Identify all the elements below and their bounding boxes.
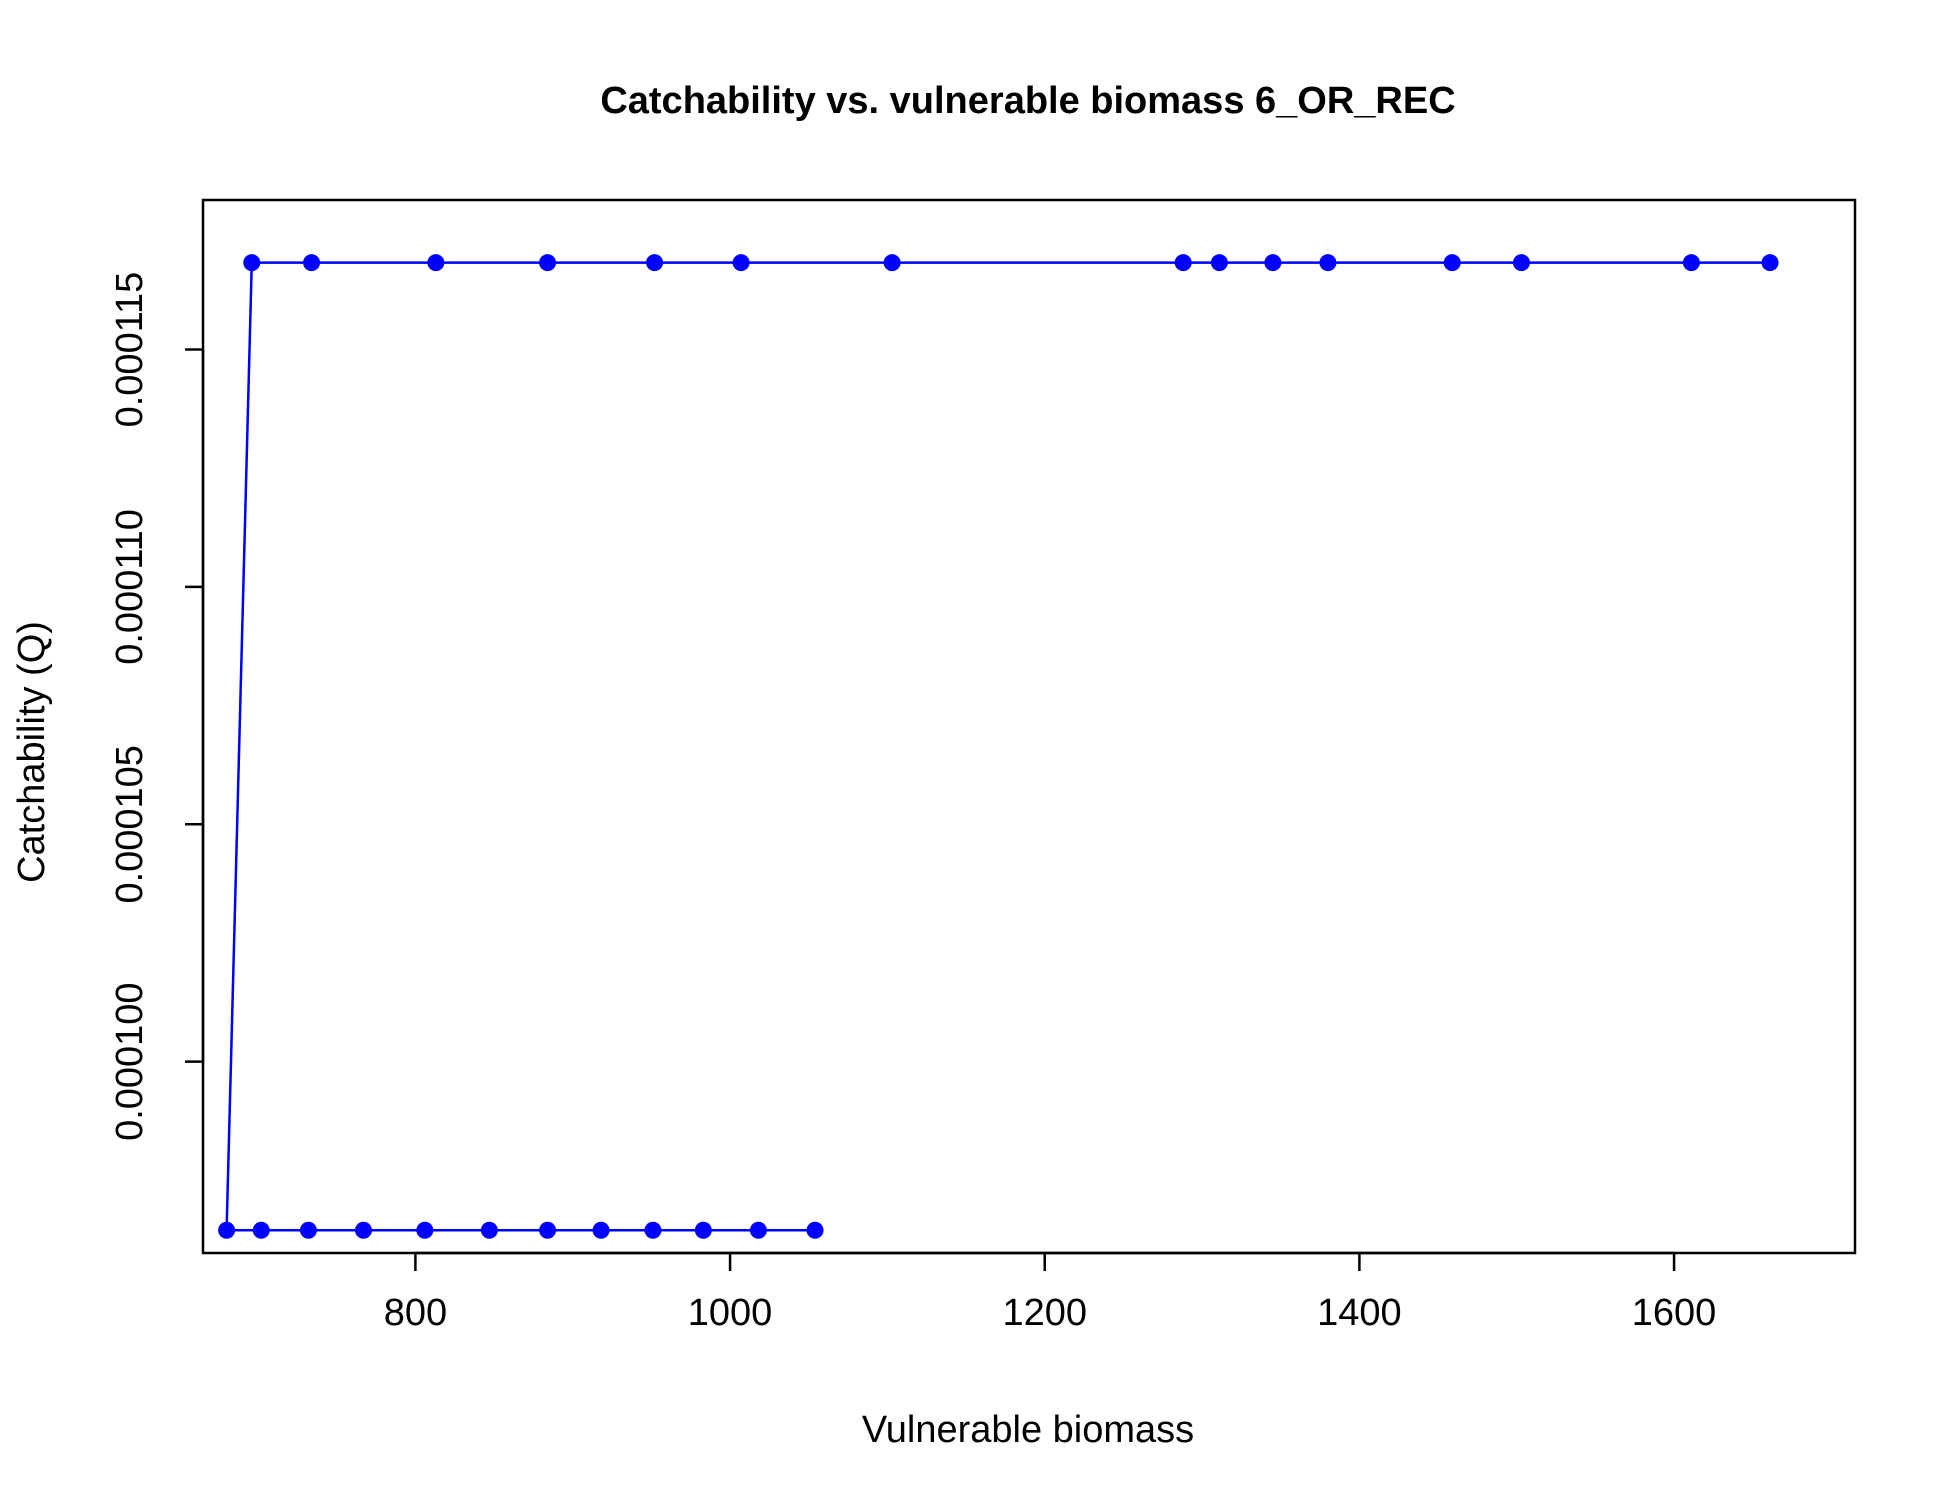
x-tick-label: 1200 xyxy=(1002,1292,1087,1334)
data-point xyxy=(218,1221,236,1239)
x-tick-label: 1400 xyxy=(1317,1292,1402,1334)
data-point xyxy=(592,1221,610,1239)
x-tick-label: 1000 xyxy=(688,1292,773,1334)
data-point xyxy=(732,254,750,272)
data-point xyxy=(1761,254,1779,272)
data-point xyxy=(749,1221,767,1239)
plot-frame xyxy=(201,198,1857,1255)
data-point xyxy=(1319,254,1337,272)
x-tick-label: 800 xyxy=(384,1292,447,1334)
y-axis-label: Catchability (Q) xyxy=(11,621,53,883)
series-layer xyxy=(218,254,1779,1239)
data-point xyxy=(299,1221,317,1239)
data-point xyxy=(646,254,664,272)
y-tick-label: 0.000115 xyxy=(109,272,151,428)
y-tick-label: 0.000105 xyxy=(109,745,151,904)
data-point xyxy=(303,254,321,272)
data-point xyxy=(252,1221,270,1239)
y-tick-label: 0.000100 xyxy=(109,982,151,1141)
data-point xyxy=(1512,254,1530,272)
data-point xyxy=(416,1221,434,1239)
data-point xyxy=(354,1221,372,1239)
data-point xyxy=(1210,254,1228,272)
data-point xyxy=(883,254,901,272)
data-point xyxy=(1682,254,1700,272)
data-point xyxy=(1174,254,1192,272)
y-axis: 0.000100 0.000105 0.000110 0.000115 xyxy=(109,272,205,1141)
y-tick-label: 0.000110 xyxy=(109,509,151,665)
x-axis: 800 1000 1200 1400 1600 xyxy=(384,1251,1717,1334)
chart-title: Catchability vs. vulnerable biomass 6_OR… xyxy=(600,80,1455,122)
data-point xyxy=(644,1221,662,1239)
series-line xyxy=(225,261,1771,1232)
x-tick-label: 1600 xyxy=(1632,1292,1717,1334)
data-point xyxy=(694,1221,712,1239)
data-point xyxy=(1264,254,1282,272)
data-point xyxy=(480,1221,498,1239)
data-point xyxy=(243,254,261,272)
data-point xyxy=(806,1221,824,1239)
data-point xyxy=(427,254,445,272)
data-point xyxy=(1443,254,1461,272)
data-point xyxy=(539,1221,557,1239)
data-point xyxy=(539,254,557,272)
x-axis-label: Vulnerable biomass xyxy=(862,1409,1194,1451)
